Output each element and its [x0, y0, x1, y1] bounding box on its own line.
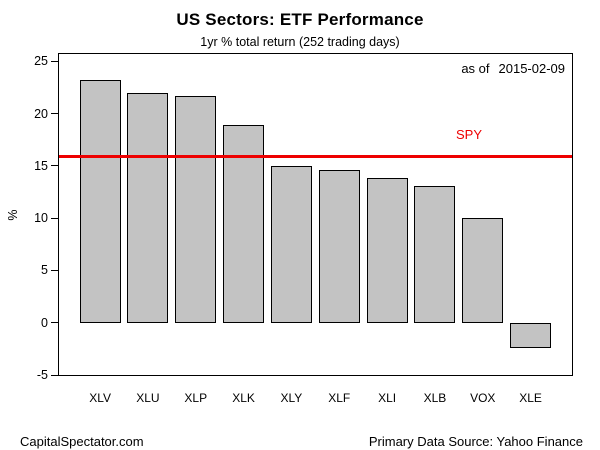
as-of-label: as of: [461, 61, 490, 76]
x-tick-label-xlp: XLP: [184, 391, 208, 405]
x-tick-label-xlf: XLF: [328, 391, 351, 405]
spy-line-label: SPY: [455, 127, 482, 143]
x-tick-label-xlu: XLU: [136, 391, 160, 405]
bar-xlv: [79, 80, 121, 323]
y-tick-label--5: -5: [36, 367, 48, 382]
y-tick-label-15: 15: [34, 158, 48, 173]
y-tick-mark: [51, 269, 58, 271]
bar-xly: [270, 165, 312, 323]
chart-subtitle: 1yr % total return (252 trading days): [200, 35, 400, 49]
bar-xlk: [223, 125, 265, 323]
bar-xli: [366, 178, 408, 323]
y-tick-mark: [51, 217, 58, 219]
bar-xlb: [414, 185, 456, 323]
chart-title: US Sectors: ETF Performance: [176, 10, 424, 29]
y-tick-label-5: 5: [41, 263, 48, 278]
y-tick-label-20: 20: [34, 106, 48, 121]
y-tick-mark: [51, 322, 58, 324]
y-tick-mark: [51, 113, 58, 115]
footer-data-source: Primary Data Source: Yahoo Finance: [368, 434, 583, 449]
y-tick-mark: [51, 60, 58, 62]
x-tick-label-xly: XLY: [280, 391, 303, 405]
bar-xlu: [127, 92, 169, 323]
y-tick-label-25: 25: [34, 54, 48, 69]
y-tick-label-0: 0: [41, 315, 48, 330]
y-tick-mark: [51, 374, 58, 376]
spy-reference-line: [59, 155, 572, 158]
x-tick-label-xlv: XLV: [89, 391, 111, 405]
bar-xlf: [318, 170, 360, 323]
x-tick-label-xli: XLI: [378, 391, 397, 405]
y-tick-label-10: 10: [34, 210, 48, 225]
footer-site-credit: CapitalSpectator.com: [20, 434, 144, 449]
bar-xlp: [175, 95, 217, 323]
as-of-annotation: as of 2015-02-09: [461, 61, 565, 76]
x-tick-label-xle: XLE: [519, 391, 542, 405]
as-of-date: 2015-02-09: [498, 61, 566, 76]
x-tick-label-xlk: XLK: [232, 391, 255, 405]
x-tick-label-xlb: XLB: [423, 391, 447, 405]
bar-xle: [510, 322, 552, 348]
plot-area: as of 2015-02-09 SPY: [58, 53, 573, 376]
x-tick-label-vox: VOX: [470, 391, 496, 405]
y-tick-mark: [51, 165, 58, 167]
bar-vox: [462, 218, 504, 323]
